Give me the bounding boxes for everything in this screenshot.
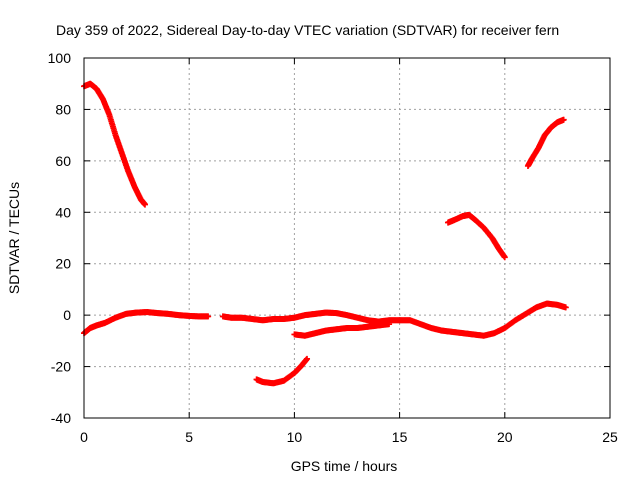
- series-arc-7: [444, 211, 508, 261]
- x-tick-label: 25: [602, 429, 618, 445]
- x-tick-label: 10: [287, 429, 303, 445]
- data-point: [562, 304, 569, 311]
- y-tick-label: 80: [55, 101, 71, 117]
- y-tick-label: 0: [63, 307, 71, 323]
- series-arc-8: [524, 116, 567, 169]
- x-tick-label: 0: [80, 429, 88, 445]
- data-point: [560, 116, 567, 123]
- series-arc-2: [81, 309, 212, 337]
- series-arc-5: [396, 300, 569, 339]
- series-arc-4: [291, 321, 393, 339]
- y-tick-label: -40: [51, 410, 71, 426]
- plot-frame: [83, 57, 611, 419]
- y-axis-label: SDTVAR / TECUs: [6, 182, 22, 294]
- x-tick-label: 15: [392, 429, 408, 445]
- data-points: [81, 80, 569, 387]
- data-point: [205, 313, 212, 320]
- data-point: [142, 201, 149, 208]
- chart-title: Day 359 of 2022, Sidereal Day-to-day VTE…: [56, 22, 559, 38]
- y-tick-label: 40: [55, 204, 71, 220]
- y-tick-label: -20: [51, 359, 71, 375]
- y-tick-label: 20: [55, 256, 71, 272]
- y-tick-label: 60: [55, 153, 71, 169]
- y-tick-label: 100: [48, 50, 72, 66]
- series-arc-3: [219, 309, 403, 325]
- data-point: [386, 321, 393, 328]
- series-arc-1: [81, 80, 149, 208]
- x-axis-label: GPS time / hours: [291, 458, 398, 474]
- tick-labels: 0 5 10 15 20 25 -40 -20 0 20 40 60 80 100: [48, 50, 618, 445]
- x-tick-label: 20: [497, 429, 513, 445]
- x-tick-label: 5: [185, 429, 193, 445]
- series-arc-6: [253, 355, 311, 387]
- grid: [83, 57, 611, 419]
- data-point: [304, 355, 311, 362]
- data-point: [501, 254, 508, 261]
